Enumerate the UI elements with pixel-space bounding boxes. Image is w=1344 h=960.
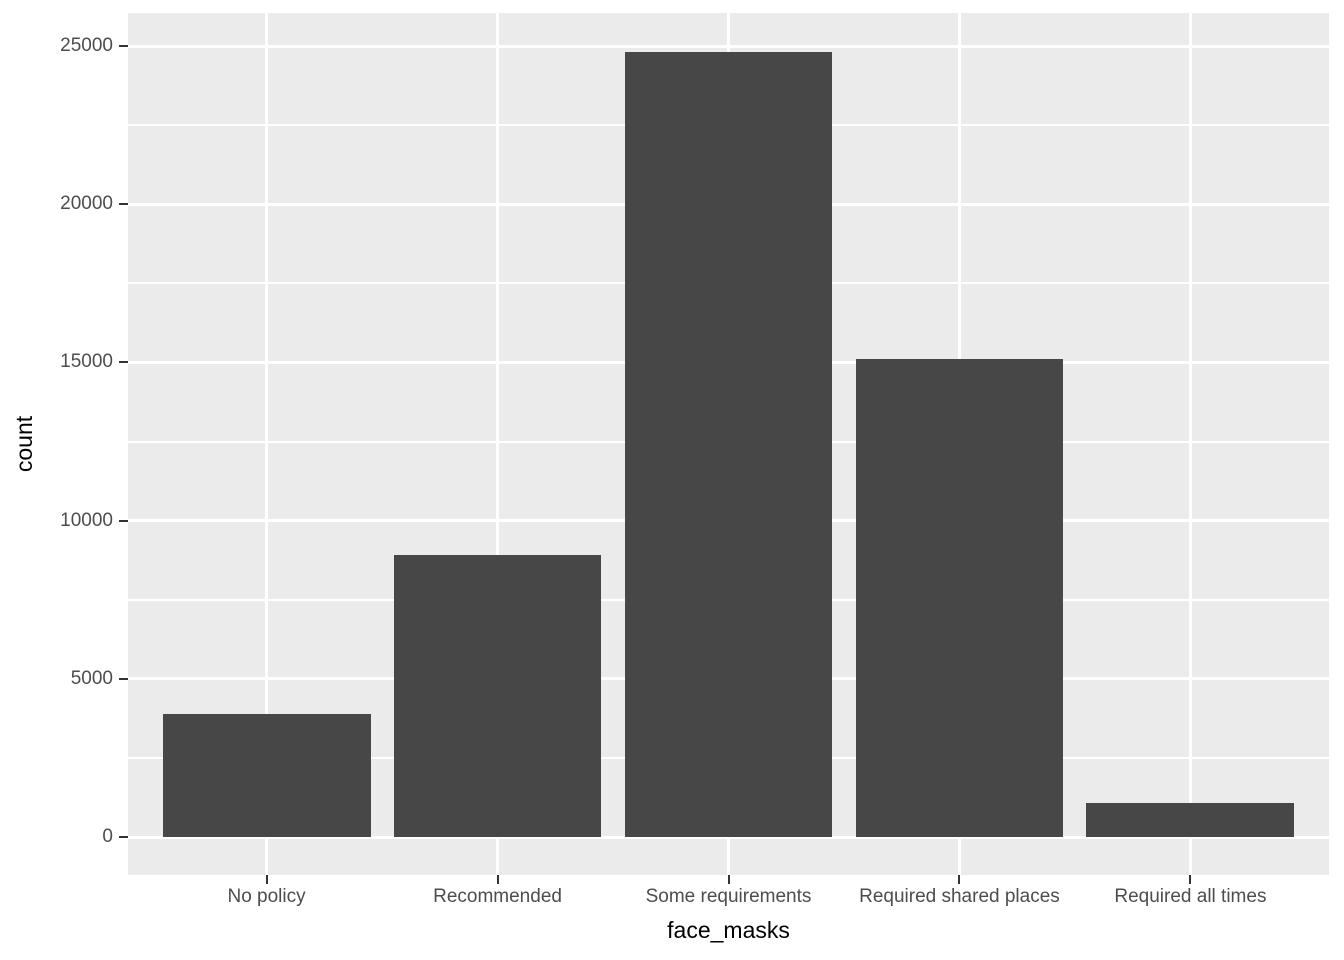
y-tick-label: 20000 [60,193,113,215]
y-tick-mark [119,836,128,838]
bar [162,713,371,837]
y-tick-label: 25000 [60,35,113,56]
y-tick-label: 0 [102,826,113,847]
bar [624,52,833,837]
x-tick-label: Required shared places [859,886,1060,907]
x-axis-title: face_masks [667,917,790,943]
bar [393,555,602,837]
major-gridline-vertical [1188,13,1192,875]
plot-panel [128,13,1329,875]
y-tick-label: 15000 [60,351,113,373]
bar [855,359,1064,837]
x-tick-mark [496,875,499,884]
major-gridline-vertical [496,13,500,875]
y-tick-mark [119,519,128,522]
x-tick-label: Recommended [433,886,562,907]
y-tick-label: 5000 [70,667,113,689]
y-axis-title: count [11,415,37,473]
x-tick-label: No policy [227,886,306,907]
x-tick-mark [1189,875,1192,884]
y-tick-mark [119,361,128,364]
y-tick-mark [119,203,128,206]
bar [1086,802,1295,837]
x-tick-mark [958,875,961,884]
x-tick-label: Required all times [1114,886,1267,907]
x-tick-label: Some requirements [645,886,812,907]
x-tick-mark [727,875,730,884]
y-tick-mark [119,45,128,47]
y-tick-label: 10000 [60,509,113,531]
major-gridline-vertical [265,13,269,875]
y-tick-mark [119,677,128,680]
x-tick-mark [265,875,268,884]
